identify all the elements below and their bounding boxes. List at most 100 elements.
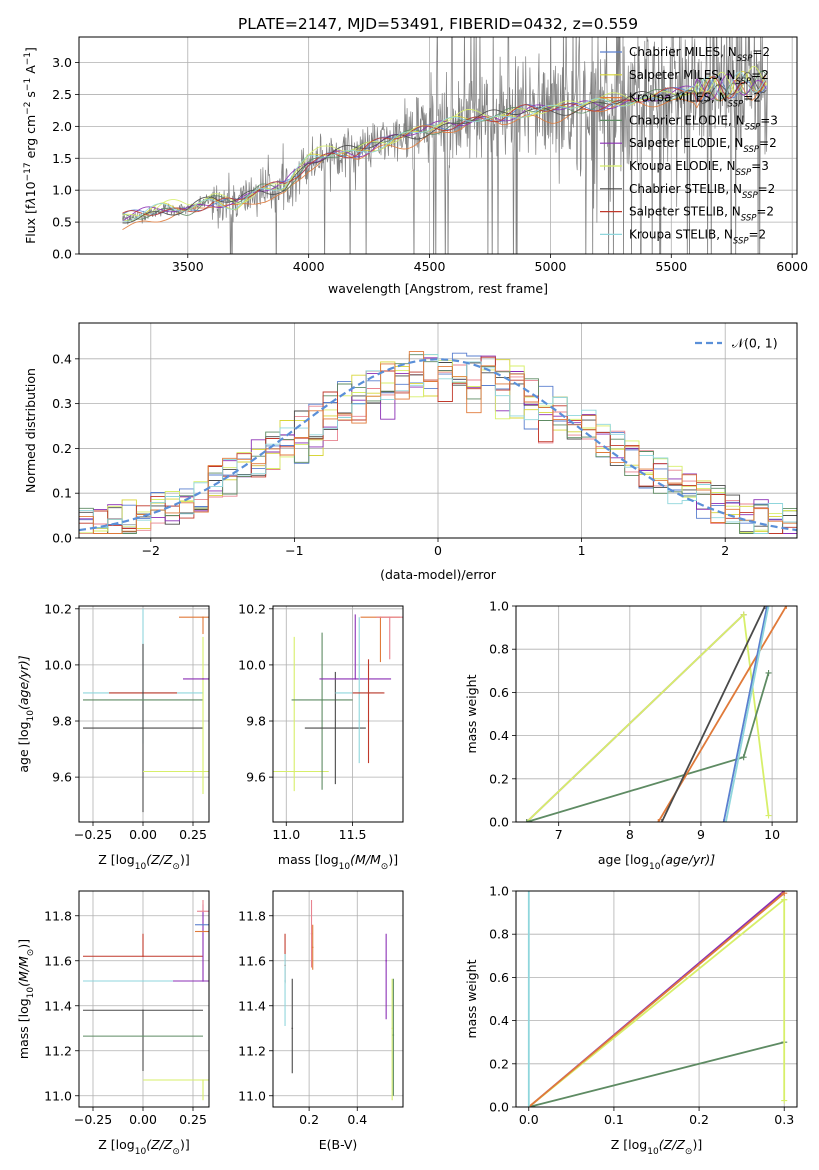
age-vs-mass-xlabel: mass [log10(M/M⊙)] (278, 852, 398, 872)
residual-histogram-8 (79, 356, 797, 538)
axes-frame (515, 605, 798, 823)
mass-vs-z-axes: −0.25 0.00 0.25 11.0 11.2 11.4 11.6 11.8 Z [log1… (16, 890, 210, 1157)
legend-label: Chabrier MILES, NSSP=2 (629, 45, 770, 64)
errorbar-point (310, 932, 313, 935)
y-tick-label: 10.2 (44, 601, 72, 616)
x-tick-label: 4500 (414, 259, 446, 274)
y-tick-label: 11.0 (44, 1088, 72, 1103)
y-tick-label: 11.4 (44, 998, 72, 1013)
residual-histogram-9 (79, 354, 797, 538)
mass-weight-marker (740, 754, 747, 761)
x-tick-label: 8 (626, 827, 634, 842)
legend-label: Salpeter STELIB, NSSP=2 (629, 205, 774, 224)
x-tick-label: 0.2 (689, 1112, 709, 1127)
y-tick-label: 0.3 (52, 396, 72, 411)
axes-frame (272, 890, 404, 1108)
y-tick-label: 1.0 (489, 884, 509, 899)
y-tick-label: 10.2 (238, 601, 266, 616)
y-tick-label: 0.1 (52, 486, 72, 501)
mass-vs-ebv-axes: 0.2 0.4 11.0 11.2 11.4 11.6 11.8 E(B-V) (238, 890, 404, 1152)
residual-histogram-10 (79, 351, 797, 538)
errorbar-point (354, 678, 357, 680)
errorbar-point (202, 678, 204, 680)
massweight-vs-age-ylabel: mass weight (464, 674, 479, 753)
x-tick-label: 0.1 (604, 1112, 624, 1127)
y-tick-label: 11.6 (238, 953, 266, 968)
errorbar-point (202, 980, 204, 982)
y-tick-label: 0.0 (52, 247, 72, 262)
y-tick-label: 0.8 (489, 642, 509, 657)
y-tick-label: 1.0 (52, 183, 72, 198)
y-tick-label: 11.2 (44, 1043, 72, 1058)
age-vs-z-ylabel: age [log10(age/yr)] (16, 655, 36, 772)
histogram-xlabel: (data-model)/error (380, 567, 497, 582)
y-tick-label: 0.4 (52, 351, 72, 366)
y-tick-label: 1.0 (489, 599, 509, 614)
mass-weight-marker (764, 606, 771, 609)
mass-weight-marker (655, 819, 662, 822)
errorbar-point (142, 980, 144, 982)
plot-area (273, 614, 403, 792)
axes-frame (272, 605, 404, 823)
y-tick-label: 2.5 (52, 87, 72, 102)
age-vs-z-xlabel: Z [log10(Z/Z⊙)] (98, 852, 189, 872)
massweight-vs-z-xlabel: Z [log10(Z/Z⊙)] (611, 1137, 702, 1157)
errorbar-point (142, 1009, 144, 1012)
mass-vs-z-xlabel: Z [log10(Z/Z⊙)] (98, 1137, 189, 1157)
x-tick-label: 9 (697, 827, 705, 842)
figure-title: PLATE=2147, MJD=53491, FIBERID=0432, z=0… (238, 15, 638, 33)
plot-area (284, 900, 395, 1101)
histogram-legend-label: 𝒩(0, 1) (732, 336, 778, 351)
errorbar-point (142, 1035, 144, 1037)
mass-weight-marker (720, 819, 727, 822)
axes-frame (78, 36, 798, 255)
legend-label: Kroupa STELIB, NSSP=2 (629, 227, 766, 246)
mass-weight-line-4 (528, 892, 785, 1107)
errorbar-point (321, 699, 323, 701)
x-tick-label: 0.00 (129, 1112, 157, 1127)
spectrum-xlabel: wavelength [Angstrom, rest frame] (328, 281, 548, 296)
errorbar-point (392, 1034, 395, 1036)
y-tick-label: 10.0 (44, 657, 72, 672)
spectrum-ylabel: Flux [fλ10−17 erg cm−2 s−1 A−1] (23, 47, 38, 244)
observed-spectrum (122, 37, 769, 254)
x-tick-label: −2 (142, 543, 160, 558)
y-tick-label: 11.8 (44, 908, 72, 923)
mass-weight-marker (722, 819, 729, 822)
y-tick-label: 11.8 (238, 908, 266, 923)
plot-area (79, 351, 797, 538)
y-tick-label: 10.0 (238, 657, 266, 672)
plot-area (122, 37, 769, 254)
errorbar-point (202, 910, 204, 913)
y-tick-label: 11.6 (44, 953, 72, 968)
mass-weight-line-5 (660, 606, 766, 822)
legend-label: Chabrier ELODIE, NSSP=3 (629, 113, 778, 132)
y-tick-label: 11.4 (238, 998, 266, 1013)
legend-label: Kroupa MILES, NSSP=2 (629, 91, 761, 110)
y-tick-label: 0.2 (489, 1056, 509, 1071)
plot-area (525, 891, 788, 1107)
legend-label: Salpeter MILES, NSSP=2 (629, 68, 769, 87)
errorbar-point (202, 1079, 204, 1081)
mass-weight-marker (658, 819, 665, 822)
mass-weight-marker (765, 606, 772, 609)
x-tick-label: 10 (764, 827, 780, 842)
errorbar-point (202, 616, 204, 619)
x-tick-label: −0.25 (74, 1112, 112, 1127)
y-tick-label: 2.0 (52, 119, 72, 134)
mass-weight-line-6 (722, 606, 768, 822)
errorbar-point (202, 770, 204, 773)
plot-layer: 3500 4000 4500 5000 5500 6000 0.0 0.5 1.0 1.5 2.0 2… (16, 36, 808, 1157)
errorbar-point (284, 980, 286, 982)
y-tick-label: 0.0 (52, 531, 72, 546)
x-tick-label: 0.25 (179, 827, 207, 842)
errorbar-point (202, 923, 204, 926)
x-tick-label: 2 (721, 543, 729, 558)
y-tick-label: 1.5 (52, 151, 72, 166)
x-tick-label: 0.4 (347, 1112, 367, 1127)
model-spectrum-5 (122, 73, 767, 222)
massweight-vs-age-xlabel: age [log10(age/yr)] (598, 852, 715, 872)
errorbar-point (391, 1027, 393, 1030)
x-tick-label: 7 (555, 827, 563, 842)
y-tick-label: 9.8 (246, 714, 266, 729)
